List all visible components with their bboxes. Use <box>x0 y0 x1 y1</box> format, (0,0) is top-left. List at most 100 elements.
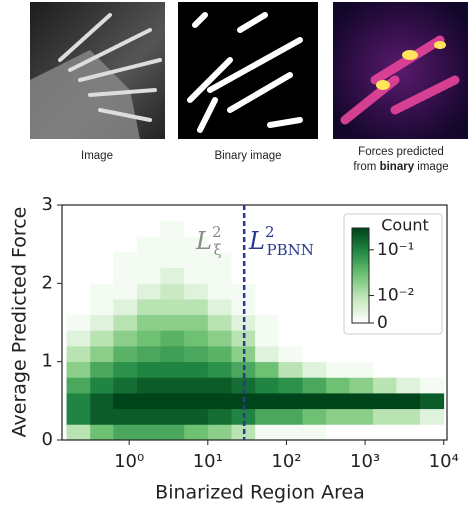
colorbar-step <box>352 315 369 319</box>
colorbar-step <box>352 282 369 286</box>
bin <box>137 299 161 316</box>
bin <box>302 299 327 316</box>
plot <box>66 205 445 441</box>
bin <box>66 393 91 410</box>
caption: Binary image <box>214 150 281 162</box>
bin <box>90 346 114 363</box>
annotation-sub: PBNN <box>266 241 313 259</box>
caption: from binary image <box>353 161 448 173</box>
bin <box>278 377 303 394</box>
bin <box>207 377 232 394</box>
bin <box>113 283 138 300</box>
colorbar-step <box>352 299 369 303</box>
bin <box>278 424 303 441</box>
colorbar-step <box>352 304 369 307</box>
caption-part: binary <box>380 161 415 173</box>
bin <box>302 267 327 284</box>
bin <box>255 299 279 316</box>
bin <box>420 361 445 378</box>
bin <box>207 408 232 425</box>
annotation-base: L <box>248 227 265 255</box>
colorbar-tick-label: 10⁻² <box>377 286 414 306</box>
bin <box>278 408 303 425</box>
colorbar-step <box>352 280 369 284</box>
y-tick-label: 3 <box>42 194 53 215</box>
bin <box>66 299 91 316</box>
bin <box>184 220 209 237</box>
bin <box>66 220 91 237</box>
bin <box>66 424 91 441</box>
bin <box>90 330 114 347</box>
x-tick-label: 10² <box>271 451 301 472</box>
bin <box>207 283 232 300</box>
bin <box>207 424 232 441</box>
bin <box>302 408 327 425</box>
y-tick-label: 0 <box>42 429 53 450</box>
bin <box>90 314 114 331</box>
annotation-sup: 2 <box>265 223 275 241</box>
bin <box>396 361 421 378</box>
colorbar-frame <box>351 227 370 324</box>
colorbar-step <box>352 249 369 253</box>
bin <box>184 361 209 378</box>
bin <box>349 361 374 378</box>
bin <box>302 346 327 363</box>
bin <box>137 283 161 300</box>
colorbar-step <box>352 301 369 305</box>
bin <box>113 377 138 394</box>
binary-panel <box>178 2 318 139</box>
bin <box>255 314 279 331</box>
bin <box>160 346 185 363</box>
colorbar-step <box>352 296 369 300</box>
colorbar-step <box>352 247 369 250</box>
bin <box>231 220 256 237</box>
bin <box>372 346 397 363</box>
x-tick-label: 10¹ <box>193 451 223 472</box>
bin <box>160 220 185 237</box>
bin <box>349 424 374 441</box>
caption-part: from <box>353 161 379 173</box>
bin <box>160 377 185 394</box>
bin <box>396 346 421 363</box>
colorbar-step <box>352 292 369 295</box>
bin <box>90 377 114 394</box>
bin <box>326 330 350 347</box>
bin <box>349 377 374 394</box>
bin <box>420 408 445 425</box>
bin <box>231 283 256 300</box>
bin <box>278 299 303 316</box>
colorbar-step <box>352 308 369 312</box>
bin <box>184 330 209 347</box>
bin <box>207 236 232 253</box>
bin <box>113 205 138 222</box>
bin <box>396 377 421 394</box>
colorbar-step <box>352 294 369 298</box>
bin <box>113 314 138 331</box>
bin <box>302 205 327 222</box>
bin <box>278 314 303 331</box>
y-axis-label: Average Predicted Force <box>9 207 31 438</box>
bin <box>396 408 421 425</box>
bin <box>113 267 138 284</box>
bin <box>90 236 114 253</box>
colorbar-step <box>352 266 369 269</box>
bin <box>90 267 114 284</box>
bin <box>66 205 91 222</box>
bin <box>137 424 161 441</box>
colorbar-tick-label: 10⁻¹ <box>377 240 414 260</box>
annotation: L2 PBNN <box>248 223 314 259</box>
bin <box>160 267 185 284</box>
bin <box>302 393 327 410</box>
bin <box>90 299 114 316</box>
bin <box>255 252 279 269</box>
bin <box>90 283 114 300</box>
bin <box>113 424 138 441</box>
colorbar-step <box>352 242 369 246</box>
bin <box>326 393 350 410</box>
colorbar-step <box>352 228 369 231</box>
bin <box>113 330 138 347</box>
bin <box>231 346 256 363</box>
annotation: L2 ξ <box>195 223 222 259</box>
colorbar-step <box>352 320 369 324</box>
